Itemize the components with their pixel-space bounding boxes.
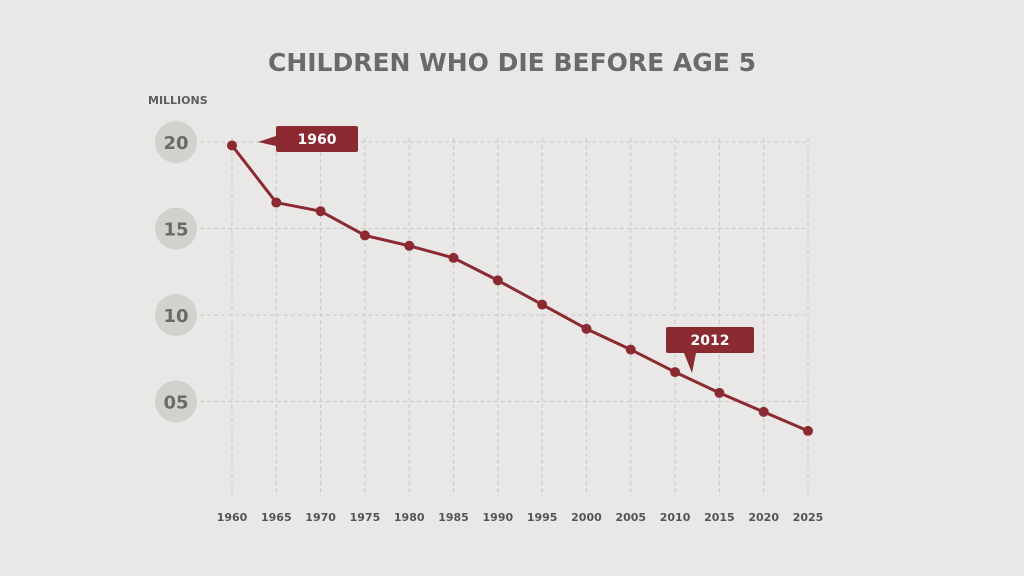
x-tick-label: 1970 [305,511,336,524]
data-point [315,206,326,217]
callout-box-2012 [666,327,754,353]
x-tick-label: 2000 [571,511,602,524]
data-point [404,240,415,251]
series-line-layer [230,144,809,433]
y-tick-label: 20 [163,133,188,154]
data-point [271,197,282,208]
data-point [758,406,769,417]
callout-label-1960: 1960 [298,132,337,148]
y-axis-label: MILLIONS [148,94,208,107]
callout-label-2012: 2012 [691,333,730,349]
x-tick-label: 1965 [261,511,292,524]
callout-pointer [258,136,276,146]
data-point [537,299,548,310]
callout-pointer [684,353,696,373]
callout-box-1960 [276,126,358,152]
data-point [625,344,636,355]
data-point [803,425,813,436]
x-tick-label: 1995 [527,511,558,524]
data-point [670,367,681,378]
data-point [448,252,459,263]
x-tick-label: 1990 [483,511,514,524]
data-points [227,140,813,436]
y-tick-badge [155,207,197,250]
x-tick-label: 1980 [394,511,425,524]
y-tick-badge [155,294,197,336]
x-tick-label: 1960 [217,511,248,524]
y-tick-label: 05 [163,393,188,414]
data-point [492,275,503,286]
x-tick-label: 2020 [748,511,779,524]
series-line [230,144,809,433]
chart-title: CHILDREN WHO DIE BEFORE AGE 5 [268,48,756,77]
data-point [227,140,237,151]
x-tick-label: 1975 [350,511,381,524]
y-tick-label: 10 [163,306,188,327]
data-point [359,230,370,241]
x-axis-ticks: 1960 1965 1970 1975 1980 1985 1990 1995 2000 2005… [217,511,824,524]
x-tick-label: 2005 [615,511,646,524]
data-point [714,387,725,398]
x-tick-label: 2010 [660,511,691,524]
callouts: 1960 2012 [258,126,754,373]
x-tick-label: 1985 [438,511,469,524]
y-axis-ticks: 20 15 10 05 [155,121,197,423]
y-tick-label: 15 [163,220,188,241]
y-tick-badge [155,121,197,163]
x-tick-label: 2025 [793,511,824,524]
data-point [581,323,592,334]
y-tick-badge [155,380,197,423]
grid [200,138,809,496]
x-tick-label: 2015 [704,511,735,524]
